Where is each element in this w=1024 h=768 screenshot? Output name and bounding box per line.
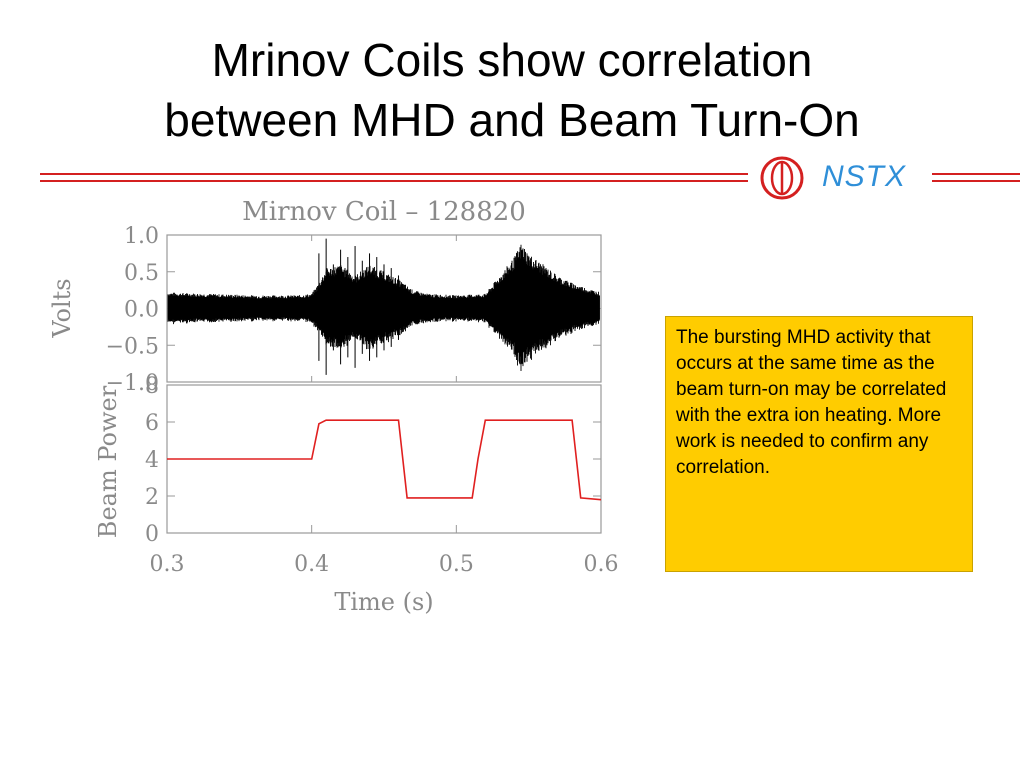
bottom-ytick-label: 6 bbox=[145, 411, 159, 436]
top-y-ticks: 1.0 0.5 0.0 −0.5 −1.0 bbox=[106, 224, 601, 396]
mirnov-chart: Mirnov Coil – 128820 Volts Beam Power Ti… bbox=[48, 197, 619, 616]
top-ytick-label: 0.5 bbox=[124, 261, 159, 286]
top-ytick-label: 1.0 bbox=[124, 224, 159, 249]
mirnov-signal-trace bbox=[167, 244, 600, 371]
bottom-ytick-label: 4 bbox=[145, 448, 159, 473]
slide-title-line-2: between MHD and Beam Turn-On bbox=[164, 94, 860, 146]
slide-title-line-1: Mrinov Coils show correlation bbox=[211, 34, 813, 86]
xtick-label: 0.4 bbox=[294, 552, 329, 577]
mirnov-signal bbox=[167, 238, 600, 375]
bottom-ytick-label: 2 bbox=[145, 485, 159, 510]
top-ylabel: Volts bbox=[48, 278, 76, 338]
annotation-note: The bursting MHD activity that occurs at… bbox=[665, 316, 973, 572]
beam-power-series bbox=[167, 419, 602, 501]
bottom-xlabel: Time (s) bbox=[334, 588, 433, 616]
xtick-label: 0.6 bbox=[584, 552, 619, 577]
xtick-label: 0.3 bbox=[150, 552, 185, 577]
top-ytick-label: −0.5 bbox=[106, 334, 159, 359]
beam-power-line bbox=[167, 419, 602, 501]
top-chart-title: Mirnov Coil – 128820 bbox=[242, 197, 526, 227]
top-ytick-label: −1.0 bbox=[106, 371, 159, 396]
bottom-ylabel: Beam Power bbox=[94, 385, 122, 538]
top-ytick-label: 0.0 bbox=[124, 298, 159, 323]
bottom-ytick-label: 0 bbox=[145, 522, 159, 547]
logo-text: NSTX bbox=[822, 160, 907, 193]
xtick-label: 0.5 bbox=[439, 552, 474, 577]
bottom-ticks: 8 6 4 2 0 0.3 0.4 0.5 0.6 bbox=[145, 235, 619, 577]
slide-title: Mrinov Coils show correlation between MH… bbox=[0, 30, 1024, 150]
bottom-ytick-label: 8 bbox=[145, 374, 159, 399]
nstx-logo-icon bbox=[760, 156, 804, 200]
